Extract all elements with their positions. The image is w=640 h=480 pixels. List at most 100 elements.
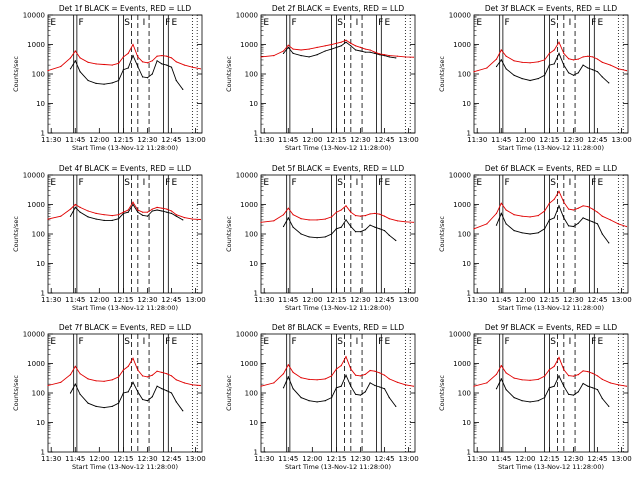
series-events-point — [282, 225, 285, 228]
series-lld-point — [199, 218, 201, 221]
x-tick-label: 11:45 — [278, 136, 298, 144]
series-events-point — [359, 394, 362, 396]
series-lld-point — [553, 49, 555, 51]
series-lld-point — [316, 219, 318, 221]
x-axis-title: Start Time (13-Nov-12 11:28:00) — [285, 304, 391, 312]
series-lld-point — [151, 208, 153, 210]
interval-label: E — [476, 337, 482, 347]
series-lld-point — [404, 384, 406, 386]
series-lld-point — [596, 58, 599, 60]
interval-label: F — [291, 178, 296, 188]
series-lld-point — [74, 365, 76, 367]
series-lld-point — [156, 206, 158, 208]
series-events-point — [563, 64, 565, 66]
y-tick-label: 1 — [467, 290, 471, 298]
series-events-point — [156, 209, 158, 211]
interval-label: E — [50, 178, 56, 188]
series-events-point — [513, 397, 515, 399]
series-events-point — [505, 68, 507, 70]
series-events-point — [282, 52, 285, 55]
series-events-point — [359, 231, 362, 233]
x-tick-label: 12:15 — [326, 296, 346, 304]
x-tick-label: 12:30 — [563, 455, 583, 463]
series-events-point — [529, 233, 531, 235]
series-events-point — [308, 236, 310, 238]
x-tick-label: 11:45 — [278, 455, 298, 463]
x-tick-label: 12:00 — [302, 296, 322, 304]
panel-det-4: Det 4f BLACK = Events, RED = LLD 1 10 100 10… — [12, 164, 206, 312]
series-events-point — [601, 397, 603, 400]
plot-frame — [47, 174, 203, 294]
x-tick-label: 11:30 — [467, 296, 487, 304]
series-lld-point — [587, 55, 589, 57]
series-lld-point — [183, 64, 185, 66]
series-events-point — [316, 401, 318, 403]
series-lld-point — [404, 56, 406, 58]
series-events-point — [182, 88, 184, 90]
interval-label: F — [504, 18, 509, 28]
y-tick-label: 10 — [249, 100, 258, 108]
series-lld-point — [170, 375, 173, 377]
series-events-line — [283, 374, 397, 407]
series-lld-point — [587, 371, 589, 373]
series-events-point — [142, 214, 144, 216]
series-events-point — [544, 228, 546, 230]
series-events-point — [395, 239, 397, 242]
panel-det-3: Det 3f BLACK = Events, RED = LLD 1 10 100 10… — [438, 4, 632, 152]
series-events-point — [316, 54, 318, 56]
series-lld-point — [60, 215, 62, 217]
x-tick-label: 13:00 — [611, 296, 631, 304]
series-events-point — [568, 72, 570, 74]
series-lld-point — [95, 380, 97, 382]
x-tick-label: 11:45 — [65, 296, 85, 304]
series-lld-point — [292, 214, 294, 216]
interval-label: S — [124, 18, 130, 28]
x-tick-label: 12:00 — [89, 136, 109, 144]
x-axis-title: Start Time (13-Nov-12 11:28:00) — [498, 463, 604, 471]
series-lld-point — [137, 369, 139, 371]
series-lld-point — [335, 368, 337, 370]
x-tick-label: 12:30 — [137, 296, 157, 304]
series-lld-point — [529, 216, 531, 218]
panel-det-5: Det 5f BLACK = Events, RED = LLD 1 10 100 10… — [225, 164, 419, 312]
series-lld-point — [300, 218, 302, 220]
series-lld-point — [568, 208, 570, 210]
series-events-point — [364, 391, 366, 393]
series-events-point — [118, 402, 120, 404]
series-lld-point — [592, 56, 594, 58]
series-lld-point — [156, 55, 158, 57]
series-lld-point — [79, 373, 81, 375]
series-lld-point — [156, 370, 158, 372]
series-events-point — [74, 383, 76, 385]
series-lld-point — [374, 370, 376, 372]
series-events-point — [587, 219, 589, 221]
series-events-point — [282, 387, 285, 389]
series-lld-point — [505, 209, 507, 211]
series-lld-point — [582, 370, 584, 372]
series-lld-line — [260, 205, 414, 223]
y-tick-label: 10000 — [23, 172, 45, 180]
y-tick-label: 10000 — [449, 172, 471, 180]
y-axis-title: Counts/sec — [225, 375, 233, 411]
y-tick-label: 1000 — [27, 360, 45, 368]
interval-label: E — [598, 178, 604, 188]
series-events-point — [601, 76, 603, 78]
interval-label: F — [78, 337, 83, 347]
series-lld-point — [601, 378, 603, 380]
panel-title: Det 3f BLACK = Events, RED = LLD — [485, 4, 618, 13]
interval-label: S — [337, 337, 343, 347]
x-tick-label: 12:15 — [539, 455, 559, 463]
series-events-line — [70, 54, 184, 90]
series-events-point — [558, 375, 560, 377]
series-lld-point — [87, 378, 89, 380]
series-lld-point — [577, 374, 579, 376]
series-lld-point — [183, 217, 185, 219]
series-events-point — [175, 215, 177, 217]
series-events-point — [355, 393, 357, 395]
x-tick-label: 12:45 — [161, 136, 181, 144]
series-lld-point — [364, 48, 366, 50]
series-events-point — [151, 73, 153, 75]
x-tick-label: 11:45 — [491, 455, 511, 463]
series-events-point — [500, 378, 502, 380]
series-events-point — [572, 74, 575, 76]
